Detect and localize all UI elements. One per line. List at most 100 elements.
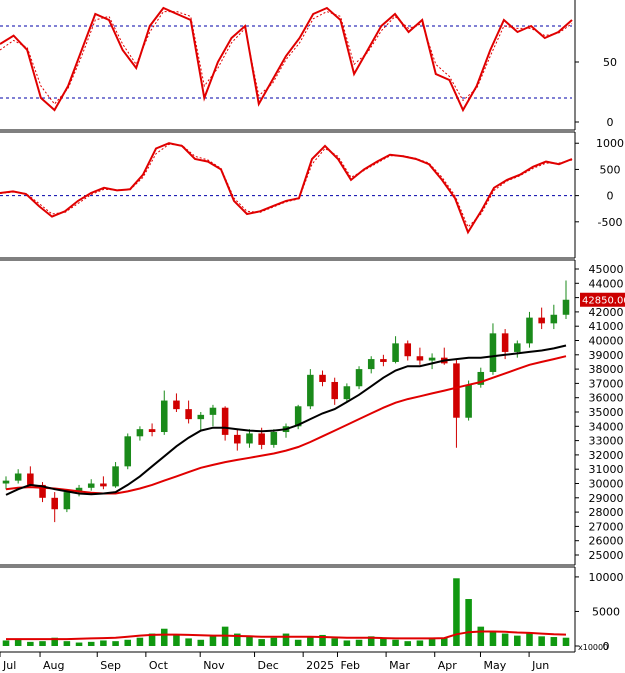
price-tick-label: 41000	[589, 320, 624, 333]
candle-body	[221, 407, 229, 435]
volume-bar	[367, 636, 375, 646]
candle-body	[209, 407, 217, 415]
month-label-jun: Jun	[531, 659, 549, 672]
volume-ma-line	[6, 630, 567, 641]
candle-body	[380, 359, 387, 362]
candle-body	[392, 343, 399, 362]
volume-bar	[404, 641, 412, 646]
candle-body	[477, 371, 485, 385]
volume-bar	[550, 637, 558, 646]
candle-body	[234, 434, 241, 444]
candle-body	[343, 386, 351, 400]
volume-bar	[87, 641, 95, 646]
volume-bar	[112, 641, 119, 646]
candle-body	[307, 374, 314, 407]
volume-bar	[538, 636, 545, 646]
price-tick-label: 40000	[589, 335, 624, 348]
candle-body	[136, 429, 144, 437]
candle-body	[514, 343, 521, 352]
candle-body	[562, 299, 570, 315]
volume-bar	[477, 626, 485, 646]
candle-body	[550, 314, 558, 324]
volume-bar	[526, 632, 533, 646]
candle-body	[27, 473, 34, 485]
candle-body	[87, 483, 95, 488]
price-panel: 4500044000430004200041000400003900038000…	[0, 259, 625, 566]
volume-bar	[258, 639, 265, 646]
month-label-feb: Feb	[340, 659, 359, 672]
volume-bar	[489, 630, 497, 646]
price-tick-label: 31000	[589, 463, 624, 476]
candle-body	[465, 384, 472, 418]
x-axis: Jul Aug Sep Oct Nov Dec 2025 Feb Mar Apr May Jun	[0, 652, 549, 672]
price-tick-label: 32000	[589, 449, 624, 462]
price-tick-label: 33000	[589, 435, 624, 448]
volume-bar	[428, 639, 436, 646]
volume-bar	[246, 635, 253, 646]
price-tick-label: 36000	[589, 392, 624, 405]
candle-body	[270, 432, 278, 445]
volume-bar	[185, 638, 192, 646]
price-tick-label: 25000	[589, 549, 624, 562]
month-label-may: May	[483, 659, 506, 672]
volume-bar	[355, 639, 363, 646]
month-label-dec: Dec	[258, 659, 279, 672]
stochastic-panel: 50 0	[0, 0, 617, 131]
candle-body	[538, 317, 545, 324]
candle-body	[501, 333, 509, 352]
candle-body	[428, 357, 436, 361]
candle-body	[355, 369, 363, 387]
volume-bar	[160, 628, 168, 646]
volume-bar	[234, 633, 241, 646]
candle-body	[367, 359, 375, 370]
candle-body	[63, 492, 71, 510]
price-tick-label: 34000	[589, 420, 624, 433]
volume-bar	[294, 639, 302, 646]
last-price-label: 42850.00	[582, 296, 625, 307]
stoch-tick-label: 50	[603, 56, 617, 69]
vol-tick-label: 0	[603, 640, 610, 653]
volume-bar	[136, 637, 144, 646]
candle-body	[124, 436, 132, 467]
volume-bar	[197, 639, 205, 646]
volume-bar	[148, 633, 156, 646]
price-tick-label: 30000	[589, 478, 624, 491]
volume-bar	[501, 633, 509, 646]
price-tick-label: 28000	[589, 506, 624, 519]
price-tick-label: 44000	[589, 277, 624, 290]
mom-tick-label: 500	[600, 163, 621, 176]
volume-bar	[319, 634, 326, 646]
candle-body	[51, 497, 58, 510]
candle-body	[246, 433, 253, 444]
vol-tick-label: 5000	[592, 605, 620, 618]
month-label-aug: Aug	[43, 659, 64, 672]
volume-bar	[63, 641, 71, 646]
candle-body	[112, 466, 119, 487]
price-tick-label: 45000	[589, 263, 624, 276]
candle-body	[75, 487, 83, 493]
candle-body	[319, 374, 326, 382]
stoch-main-line	[0, 6, 573, 113]
candle-body	[14, 473, 22, 481]
volume-bar	[331, 638, 338, 646]
month-label-nov: Nov	[203, 659, 225, 672]
volume-bar	[14, 639, 22, 646]
ma-short-line	[5, 344, 567, 496]
candle-body	[148, 429, 156, 433]
candle-body	[453, 363, 460, 418]
volume-bar	[343, 640, 351, 646]
volume-bar	[51, 637, 58, 646]
month-label-jul: Jul	[2, 659, 16, 672]
candle-body	[526, 317, 533, 344]
volume-bar	[440, 637, 448, 646]
volume-bar	[465, 599, 472, 646]
volume-bar	[173, 634, 180, 646]
candle-body	[404, 343, 412, 357]
volume-bar	[39, 641, 46, 646]
month-label-oct: Oct	[149, 659, 169, 672]
mom-tick-label: 0	[607, 190, 614, 203]
price-tick-label: 35000	[589, 406, 624, 419]
candle-body	[185, 409, 192, 420]
volume-bar	[453, 578, 460, 646]
